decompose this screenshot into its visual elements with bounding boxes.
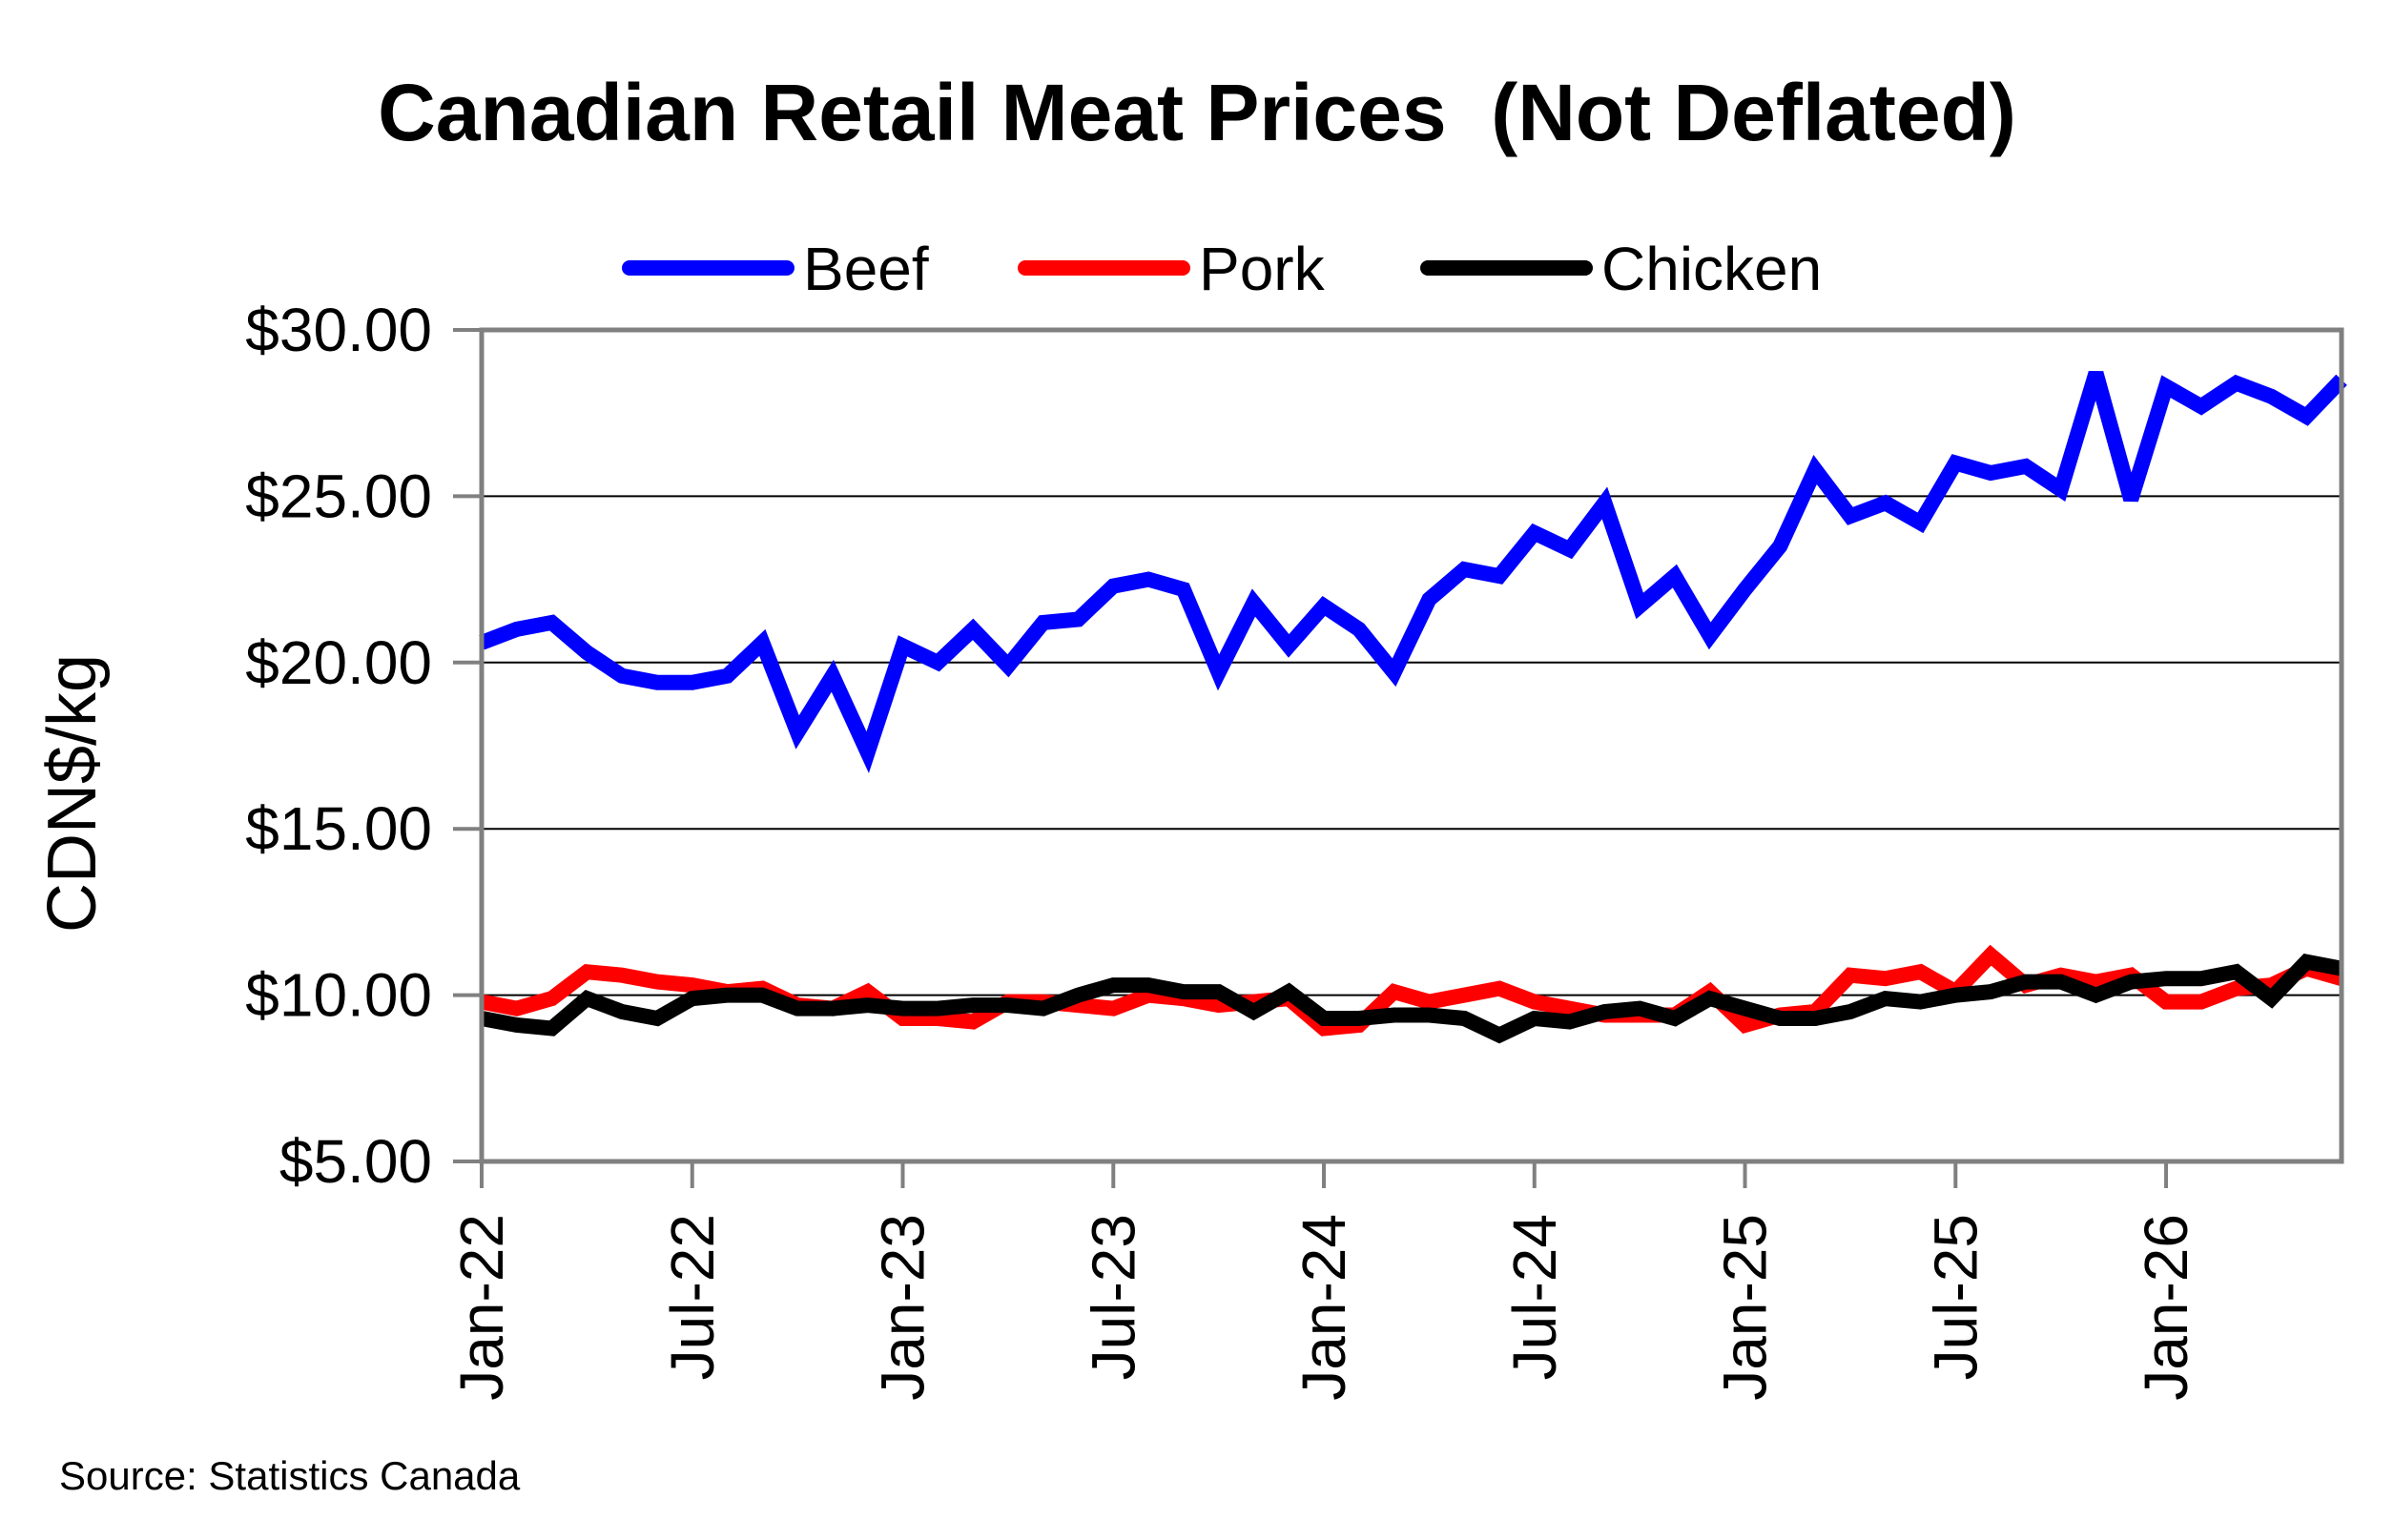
source-note: Source: Statistics Canada bbox=[59, 1453, 521, 1498]
x-tick-label: Jul-22 bbox=[658, 1214, 727, 1380]
y-tick-label: $15.00 bbox=[245, 794, 432, 863]
series-lines bbox=[479, 370, 2347, 1044]
plot-area-frame bbox=[479, 327, 2344, 1164]
x-tick-label: Jan-22 bbox=[447, 1214, 516, 1401]
x-tick-label: Jan-26 bbox=[2132, 1214, 2200, 1401]
y-tick-label: $30.00 bbox=[245, 296, 432, 364]
x-tick-label: Jul-25 bbox=[1921, 1214, 1990, 1380]
y-axis-ticks: $5.00 $10.00 $15.00 $20.00 $25.00 $30.00 bbox=[245, 296, 482, 1196]
x-tick-label: Jan-23 bbox=[869, 1214, 938, 1401]
y-tick-label: $10.00 bbox=[245, 961, 432, 1030]
y-tick-label: $25.00 bbox=[245, 462, 432, 530]
legend-label-beef: Beef bbox=[803, 235, 929, 303]
x-tick-label: Jul-24 bbox=[1500, 1214, 1569, 1380]
chart-title: Canadian Retail Meat Prices (Not Deflate… bbox=[378, 68, 2016, 157]
y-tick-label: $20.00 bbox=[245, 628, 432, 697]
legend: Beef Pork Chicken bbox=[622, 235, 1822, 303]
y-axis-label: CDN$/kg bbox=[34, 654, 111, 933]
x-tick-label: Jan-25 bbox=[1711, 1214, 1780, 1401]
series-line-chicken bbox=[480, 954, 2343, 1044]
x-tick-label: Jul-23 bbox=[1079, 1214, 1147, 1380]
x-tick-label: Jan-24 bbox=[1290, 1214, 1358, 1401]
legend-label-chicken: Chicken bbox=[1601, 235, 1822, 303]
legend-label-pork: Pork bbox=[1199, 235, 1326, 303]
series-line-beef bbox=[479, 370, 2347, 773]
x-axis-ticks: Jan-22 Jul-22 Jan-23 Jul-23 Jan-24 Jul-24 Jan-… bbox=[447, 1161, 2200, 1401]
y-tick-label: $5.00 bbox=[279, 1127, 432, 1196]
